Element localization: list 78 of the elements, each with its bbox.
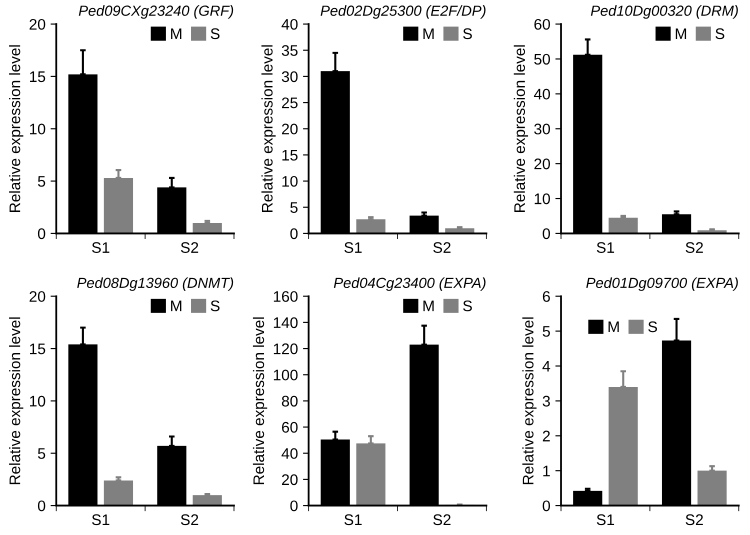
- legend-label: M: [171, 28, 182, 39]
- y-tick-label: 35: [282, 45, 298, 56]
- y-tick-label: 0: [542, 228, 550, 240]
- y-tick-label: 25: [282, 97, 298, 108]
- y-tick-label: 100: [274, 370, 298, 380]
- legend-label: M: [608, 322, 619, 332]
- y-tick-label: 1: [543, 466, 550, 476]
- y-tick-label: 20: [30, 18, 46, 30]
- y-tick-label: 5: [290, 202, 298, 213]
- y-tick-label: 5: [542, 326, 550, 337]
- y-axis-title: Relative expression level: [261, 45, 276, 212]
- x-tick-label: S2: [433, 242, 451, 253]
- y-tick-label: 80: [282, 396, 298, 407]
- legend-label: M: [423, 28, 434, 39]
- y-tick-label: 0: [290, 500, 298, 512]
- x-tick-label: S1: [596, 514, 614, 526]
- y-tick-label: 10: [30, 396, 46, 407]
- y-tick-label: 3: [542, 396, 550, 407]
- y-tick-label: 2: [542, 430, 550, 442]
- y-axis-title: Relative expression level: [522, 317, 537, 484]
- y-tick-label: 60: [534, 18, 550, 30]
- y-tick-label: 5: [38, 176, 46, 187]
- x-tick-label: S2: [180, 242, 198, 253]
- y-tick-label: 15: [30, 71, 46, 82]
- legend-label: M: [423, 300, 434, 312]
- chart-title: Ped08Dg13960 (DNMT): [77, 277, 234, 291]
- x-tick-label: S1: [92, 242, 110, 253]
- legend-label: M: [676, 28, 686, 39]
- y-tick-label: 30: [534, 124, 550, 134]
- y-tick-label: 10: [534, 193, 550, 204]
- chart-title: Ped01Dg09700 (EXPA): [586, 277, 738, 291]
- legend-label: S: [210, 28, 220, 40]
- y-tick-label: 15: [282, 150, 298, 161]
- chart-title: Ped04Cg23400 (EXPA): [334, 277, 486, 291]
- y-axis-title: Relative expression level: [9, 317, 24, 484]
- y-tick-label: 4: [542, 361, 550, 372]
- legend-label: S: [463, 300, 472, 312]
- y-tick-label: 120: [274, 343, 298, 354]
- chart-title: Ped02Dg25300 (E2F/DP): [320, 5, 486, 19]
- y-tick-label: 10: [282, 176, 298, 187]
- x-tick-label: S1: [92, 514, 110, 526]
- legend-label: S: [716, 28, 724, 40]
- legend-label: M: [171, 300, 182, 312]
- y-tick-label: 6: [542, 291, 550, 302]
- y-tick-label: 5: [38, 448, 46, 459]
- x-tick-label: S2: [180, 514, 198, 526]
- y-tick-label: 20: [30, 291, 46, 302]
- chart-title: Ped10Dg00320 (DRM): [590, 5, 738, 19]
- y-tick-label: 20: [534, 158, 550, 170]
- y-tick-label: 10: [30, 124, 46, 134]
- y-tick-label: 160: [274, 291, 298, 302]
- x-tick-label: S2: [686, 242, 703, 253]
- y-tick-label: 0: [542, 500, 550, 512]
- y-tick-label: 20: [282, 124, 298, 134]
- x-tick-label: S1: [344, 514, 362, 526]
- y-tick-label: 50: [534, 54, 550, 65]
- legend-label: S: [648, 321, 658, 332]
- y-tick-label: 0: [290, 228, 298, 240]
- y-tick-label: 20: [282, 474, 298, 486]
- y-tick-label: 0: [38, 500, 46, 512]
- y-tick-label: 40: [282, 18, 298, 30]
- x-tick-label: S2: [433, 514, 451, 526]
- y-axis-title: Relative expression level: [514, 45, 528, 212]
- legend-label: S: [463, 28, 472, 40]
- y-tick-label: 15: [30, 344, 46, 354]
- y-tick-label: 0: [38, 228, 46, 240]
- y-axis-title: Relative expression level: [9, 45, 24, 212]
- x-tick-label: S2: [686, 514, 703, 526]
- x-tick-label: S1: [596, 242, 614, 253]
- chart-title: Ped09CXg23240 (GRF): [78, 5, 234, 19]
- y-tick-label: 60: [282, 422, 298, 433]
- y-tick-label: 40: [534, 88, 550, 100]
- y-tick-label: 30: [282, 71, 298, 82]
- y-tick-label: 40: [282, 448, 298, 459]
- x-tick-label: S1: [344, 242, 362, 253]
- y-axis-title: Relative expression level: [252, 317, 268, 484]
- legend-label: S: [210, 300, 220, 312]
- y-tick-label: 140: [274, 317, 298, 328]
